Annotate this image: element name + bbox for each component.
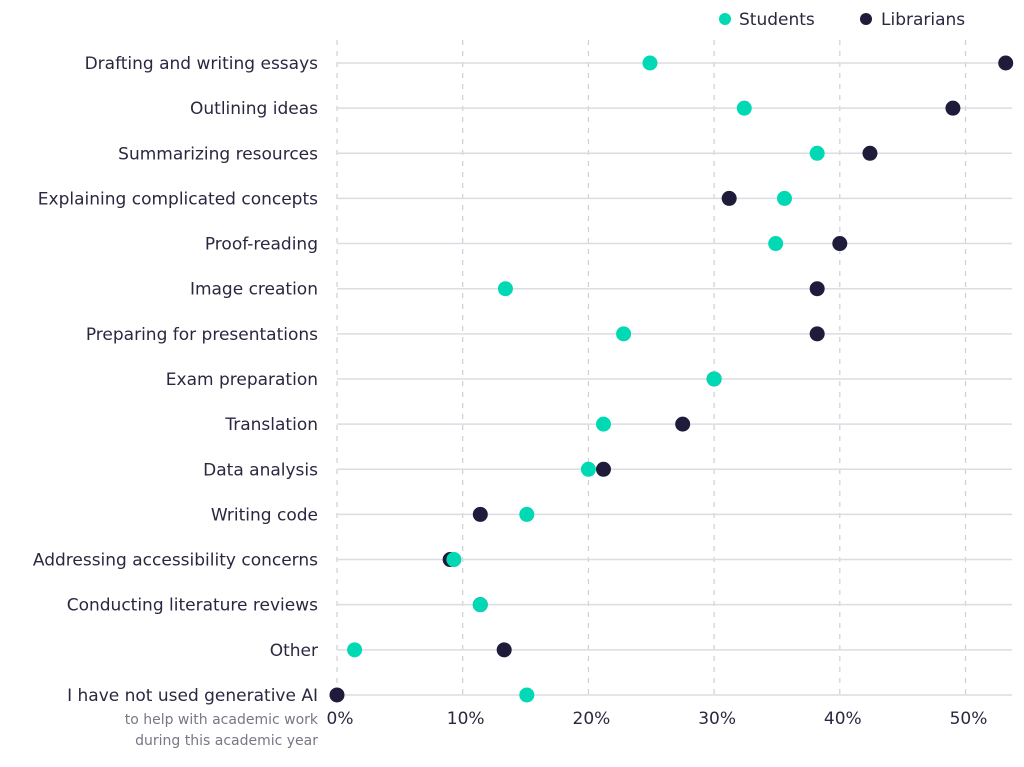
category-label: Summarizing resources (118, 144, 318, 164)
dot-librarians (472, 506, 488, 522)
dot-students (736, 100, 752, 116)
dot-librarians (998, 55, 1014, 71)
dot-students (642, 55, 658, 71)
dot-students (706, 371, 722, 387)
category-label: Preparing for presentations (86, 325, 318, 345)
x-tick-label: 0% (327, 709, 354, 729)
x-axis-ticks: 0% 10% 20% 30% 40% 50% (327, 709, 988, 729)
category-label: Data analysis (203, 460, 318, 480)
x-tick-label: 30% (698, 709, 736, 729)
x-tick-label: 20% (573, 709, 611, 729)
x-tick-label: 50% (950, 709, 988, 729)
category-label: Other (270, 641, 318, 661)
dot-librarians (595, 461, 611, 477)
dot-librarians (809, 326, 825, 342)
category-label: Exam preparation (166, 370, 318, 390)
dot-librarians (496, 642, 512, 658)
dot-students (809, 145, 825, 161)
category-label: Conducting literature reviews (67, 596, 318, 616)
dot-students (595, 416, 611, 432)
legend: Students Librarians (719, 10, 965, 30)
category-label-note: during this academic year (135, 733, 318, 749)
dot-students (519, 506, 535, 522)
dot-librarians (832, 236, 848, 252)
legend-marker-students (719, 13, 731, 25)
category-label: I have not used generative AI (67, 686, 318, 706)
category-label: Drafting and writing essays (85, 54, 319, 74)
dot-students (446, 552, 462, 568)
legend-label-students: Students (739, 10, 815, 30)
dot-students (347, 642, 363, 658)
category-labels: Drafting and writing essays Outlining ide… (33, 54, 319, 749)
dot-students (519, 687, 535, 703)
dot-librarians (675, 416, 691, 432)
dot-librarians (862, 145, 878, 161)
category-label: Addressing accessibility concerns (33, 551, 318, 571)
dot-students (776, 190, 792, 206)
data-points (329, 55, 1014, 703)
dot-librarians (945, 100, 961, 116)
dot-students (616, 326, 632, 342)
dot-students (580, 461, 596, 477)
grid (336, 40, 1012, 700)
category-label: Proof-reading (205, 235, 318, 255)
dot-librarians (721, 190, 737, 206)
dot-students (472, 597, 488, 613)
dot-librarians (809, 281, 825, 297)
dot-students (768, 236, 784, 252)
dot-librarians (329, 687, 345, 703)
category-label: Writing code (211, 505, 318, 525)
category-label: Outlining ideas (190, 99, 318, 119)
category-label: Image creation (190, 280, 318, 300)
dot-students (497, 281, 513, 297)
legend-marker-librarians (860, 13, 872, 25)
legend-label-librarians: Librarians (881, 10, 965, 30)
x-tick-label: 40% (824, 709, 862, 729)
category-label: Explaining complicated concepts (38, 189, 318, 209)
x-tick-label: 10% (447, 709, 485, 729)
category-label-note: to help with academic work (125, 712, 319, 728)
category-label: Translation (224, 415, 318, 435)
